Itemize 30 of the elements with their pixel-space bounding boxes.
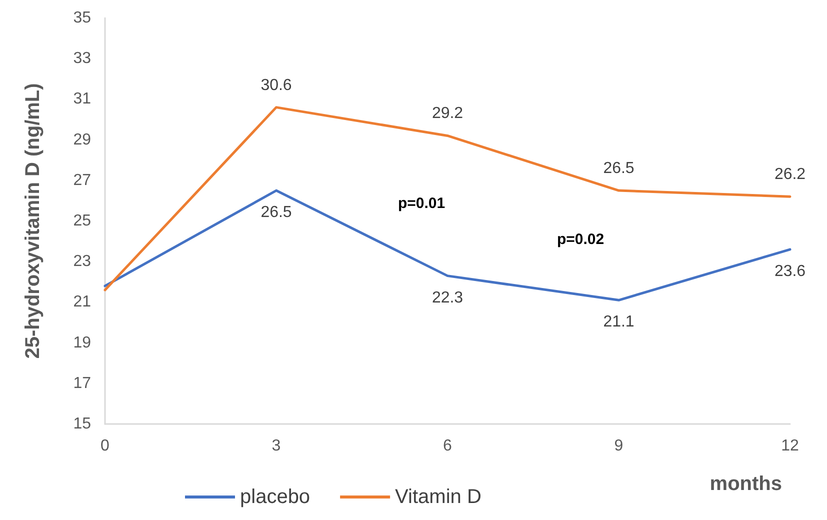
y-tick-label: 25 [73,212,92,230]
data-label: 23.6 [774,262,806,280]
legend-label: Vitamin D [395,486,482,508]
y-tick-label: 21 [73,294,92,311]
data-label: 26.5 [603,160,634,178]
x-tick-label: 0 [100,438,110,454]
data-label: 21.1 [603,314,634,331]
data-label: 30.6 [260,76,292,94]
y-tick-label: 23 [73,253,92,270]
y-tick-label: 29 [73,131,92,148]
y-tick-label: 31 [73,90,92,108]
y-tick-label: 33 [73,50,92,68]
y-tick-label: 35 [73,10,92,26]
legend-label: placebo [240,486,310,508]
annotation: p=0.02 [557,231,604,248]
x-tick-label: 3 [272,438,281,454]
data-label: 22.3 [432,289,464,306]
y-tick-label: 27 [73,172,92,189]
x-axis-title: months [710,473,782,495]
y-tick-label: 19 [73,334,92,352]
data-label: 26.5 [260,204,292,222]
y-tick-label: 15 [73,416,92,432]
y-axis-title: 25-hydroxyvitamin D (ng/mL) [22,83,44,359]
x-tick-label: 12 [781,438,799,454]
x-tick-label: 6 [443,438,452,454]
data-label: 26.2 [774,166,806,184]
y-tick-label: 17 [73,374,92,392]
x-tick-label: 9 [614,438,624,454]
annotation: p=0.01 [398,195,446,212]
data-label: 29.2 [432,105,464,122]
